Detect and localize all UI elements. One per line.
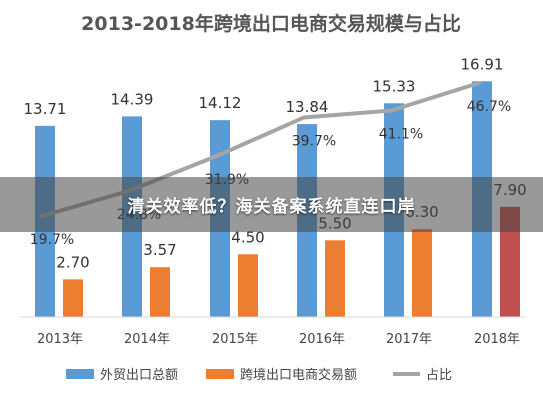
ecommerce-value-label: 3.57: [143, 241, 176, 259]
data-labels-layer: 13.712.7014.393.5714.124.5013.845.5015.3…: [24, 55, 527, 271]
caption-banner: 清关效率低？海关备案系统直连口岸: [0, 177, 543, 232]
export-value-label: 14.12: [199, 94, 242, 112]
export-value-label: 16.91: [461, 55, 504, 73]
legend-swatch-export: [66, 369, 94, 379]
ecommerce-bar: [500, 206, 520, 317]
x-tick-label: 2016年: [299, 332, 345, 347]
x-tick-label: 2018年: [474, 332, 520, 347]
x-tick-labels: 2013年 2014年 2015年 2016年 2017年 2018年: [37, 332, 520, 347]
ratio-value-label: 19.7%: [30, 232, 74, 248]
ecommerce-bar: [412, 229, 432, 317]
ecommerce-bar: [63, 279, 83, 317]
ecommerce-bar: [150, 267, 170, 317]
ratio-value-label: 46.7%: [467, 99, 511, 115]
caption-text: 清关效率低？海关备案系统直连口岸: [127, 197, 416, 217]
ratio-value-label: 41.1%: [379, 127, 423, 143]
ecommerce-value-label: 4.50: [231, 228, 264, 246]
x-tick-label: 2017年: [386, 332, 432, 347]
x-tick-label: 2013年: [37, 332, 83, 347]
legend-label-ratio: 占比: [426, 368, 452, 383]
legend: 外贸出口总额 跨境出口电商交易额 占比: [66, 367, 452, 383]
legend-label-ecommerce: 跨境出口电商交易额: [240, 367, 357, 383]
export-value-label: 13.71: [24, 100, 67, 118]
export-value-label: 15.33: [373, 77, 416, 95]
legend-swatch-ecommerce: [206, 369, 234, 379]
export-value-label: 14.39: [111, 90, 154, 108]
x-tick-label: 2015年: [212, 332, 258, 347]
ecommerce-value-label: 2.70: [56, 253, 89, 271]
export-value-label: 13.84: [286, 98, 329, 116]
chart-title: 2013-2018年跨境出口电商交易规模与占比: [81, 12, 461, 35]
x-tick-label: 2014年: [124, 332, 170, 347]
ecommerce-bar: [325, 240, 345, 317]
ecommerce-bar: [238, 254, 258, 317]
ratio-value-label: 39.7%: [292, 133, 336, 149]
legend-label-export: 外贸出口总额: [100, 368, 178, 383]
